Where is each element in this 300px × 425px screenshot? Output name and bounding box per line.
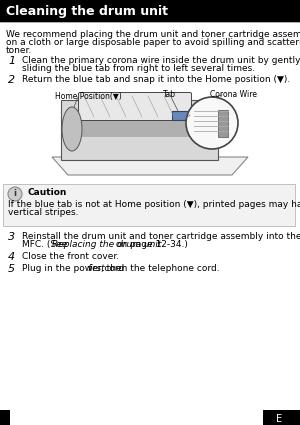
Text: Home Position(▼): Home Position(▼)	[55, 92, 122, 101]
Polygon shape	[52, 157, 248, 175]
FancyBboxPatch shape	[263, 410, 300, 425]
FancyBboxPatch shape	[0, 0, 300, 22]
Circle shape	[8, 187, 22, 201]
Text: on page 12-34.): on page 12-34.)	[113, 240, 188, 249]
Circle shape	[186, 97, 238, 149]
Text: 3: 3	[8, 232, 15, 242]
Text: 4: 4	[8, 252, 15, 262]
Text: We recommend placing the drum unit and toner cartridge assembly: We recommend placing the drum unit and t…	[6, 30, 300, 39]
FancyBboxPatch shape	[3, 184, 295, 226]
Text: on a cloth or large disposable paper to avoid spilling and scattering: on a cloth or large disposable paper to …	[6, 38, 300, 47]
Ellipse shape	[62, 107, 82, 151]
FancyBboxPatch shape	[61, 100, 218, 160]
Text: Clean the primary corona wire inside the drum unit by gently: Clean the primary corona wire inside the…	[22, 56, 300, 65]
Text: Tab: Tab	[163, 90, 176, 99]
Text: 5: 5	[8, 264, 15, 274]
Text: , then the telephone cord.: , then the telephone cord.	[101, 264, 220, 273]
Text: sliding the blue tab from right to left several times.: sliding the blue tab from right to left …	[22, 64, 255, 73]
FancyBboxPatch shape	[62, 119, 217, 137]
FancyBboxPatch shape	[0, 410, 10, 425]
Text: Close the front cover.: Close the front cover.	[22, 252, 119, 261]
Text: Cleaning the drum unit: Cleaning the drum unit	[6, 5, 168, 18]
Text: If the blue tab is not at Home position (▼), printed pages may have: If the blue tab is not at Home position …	[8, 200, 300, 209]
Text: first: first	[87, 264, 105, 273]
Text: i: i	[13, 189, 16, 198]
Text: 2: 2	[8, 75, 15, 85]
Text: Return the blue tab and snap it into the Home position (▼).: Return the blue tab and snap it into the…	[22, 75, 290, 84]
Text: MFC. (See: MFC. (See	[22, 240, 70, 249]
Text: Corona Wire: Corona Wire	[210, 90, 257, 99]
Text: toner.: toner.	[6, 46, 32, 55]
Text: 1: 1	[8, 56, 15, 66]
Text: vertical stripes.: vertical stripes.	[8, 208, 79, 217]
Text: Reinstall the drum unit and toner cartridge assembly into the: Reinstall the drum unit and toner cartri…	[22, 232, 300, 241]
Text: Plug in the power cord: Plug in the power cord	[22, 264, 127, 273]
Text: Caution: Caution	[27, 188, 66, 197]
Text: E: E	[276, 414, 282, 424]
Text: Replacing the drum unit: Replacing the drum unit	[52, 240, 161, 249]
FancyBboxPatch shape	[172, 110, 190, 119]
FancyBboxPatch shape	[79, 93, 191, 121]
FancyBboxPatch shape	[218, 110, 227, 136]
